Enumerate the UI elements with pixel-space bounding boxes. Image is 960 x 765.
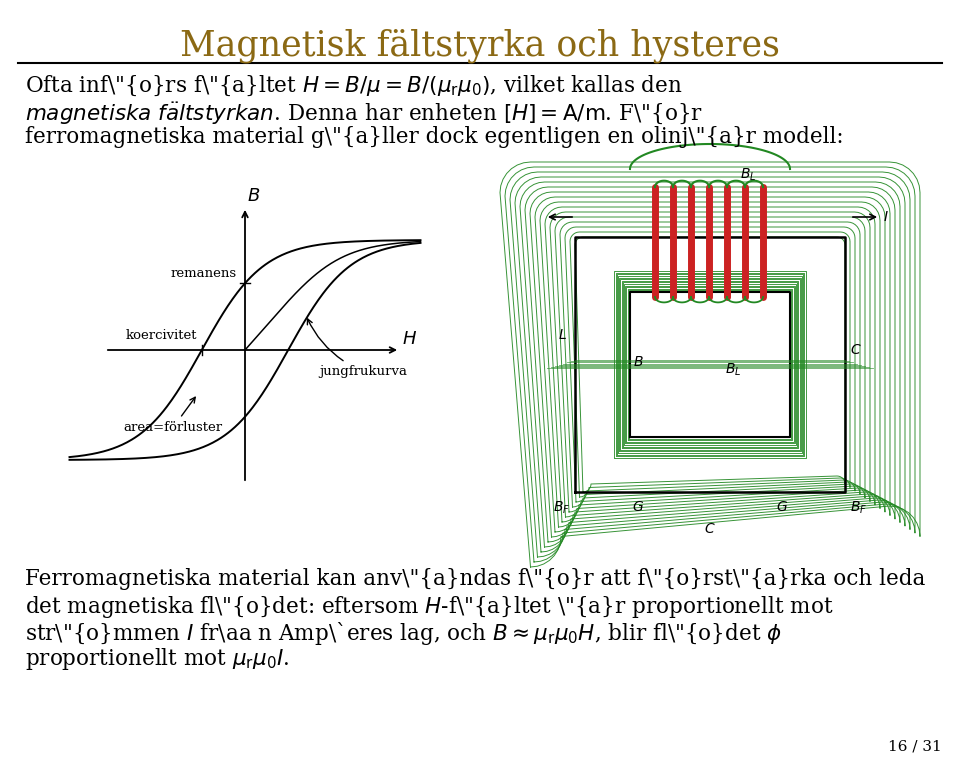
- Text: Magnetisk fältstyrka och hysteres: Magnetisk fältstyrka och hysteres: [180, 28, 780, 63]
- Text: $B_L$: $B_L$: [725, 362, 741, 378]
- Text: koercivitet: koercivitet: [126, 329, 197, 342]
- Text: Ferromagnetiska material kan anv\"{a}ndas f\"{o}r att f\"{o}rst\"{a}rka och leda: Ferromagnetiska material kan anv\"{a}nda…: [25, 568, 925, 590]
- Text: $B_L$: $B_L$: [740, 167, 756, 183]
- Text: str\"{o}mmen $I$ fr\aa n Amp\`eres lag, och $B \approx \mu_{\rm r}\mu_0 H$, blir: str\"{o}mmen $I$ fr\aa n Amp\`eres lag, …: [25, 620, 782, 647]
- Text: $G$: $G$: [632, 500, 644, 514]
- Text: $G$: $G$: [776, 500, 788, 514]
- Text: $\mathit{magnetiska\ f\"{a}ltstyrkan}$. Denna har enheten $[H] = \mathrm{A/m}$. : $\mathit{magnetiska\ f\"{a}ltstyrkan}$. …: [25, 100, 704, 125]
- Text: $C$: $C$: [705, 522, 716, 536]
- Text: det magnetiska fl\"{o}det: eftersom $H$-f\"{a}ltet \"{a}r proportionellt mot: det magnetiska fl\"{o}det: eftersom $H$-…: [25, 594, 833, 620]
- Text: $B_F$: $B_F$: [850, 500, 867, 516]
- Text: $B$: $B$: [247, 187, 260, 205]
- Text: ferromagnetiska material g\"{a}ller dock egentligen en olinj\"{a}r modell:: ferromagnetiska material g\"{a}ller dock…: [25, 126, 844, 148]
- Text: $L$: $L$: [558, 328, 567, 342]
- Text: area=förluster: area=förluster: [124, 397, 223, 434]
- Text: $B$: $B$: [633, 355, 643, 369]
- Text: Ofta inf\"{o}rs f\"{a}ltet $H = B/\mu = B/(\mu_{\rm r}\mu_0)$, vilket kallas den: Ofta inf\"{o}rs f\"{a}ltet $H = B/\mu = …: [25, 74, 683, 98]
- Text: $H$: $H$: [402, 330, 417, 348]
- Text: 16 / 31: 16 / 31: [888, 739, 942, 753]
- Text: proportionellt mot $\mu_{\rm r}\mu_0 I$.: proportionellt mot $\mu_{\rm r}\mu_0 I$.: [25, 646, 290, 672]
- Text: $I$: $I$: [883, 210, 889, 224]
- Text: remanens: remanens: [171, 267, 237, 280]
- Text: $B_F$: $B_F$: [553, 500, 570, 516]
- Text: jungfrukurva: jungfrukurva: [307, 319, 407, 378]
- Text: $C$: $C$: [850, 343, 862, 357]
